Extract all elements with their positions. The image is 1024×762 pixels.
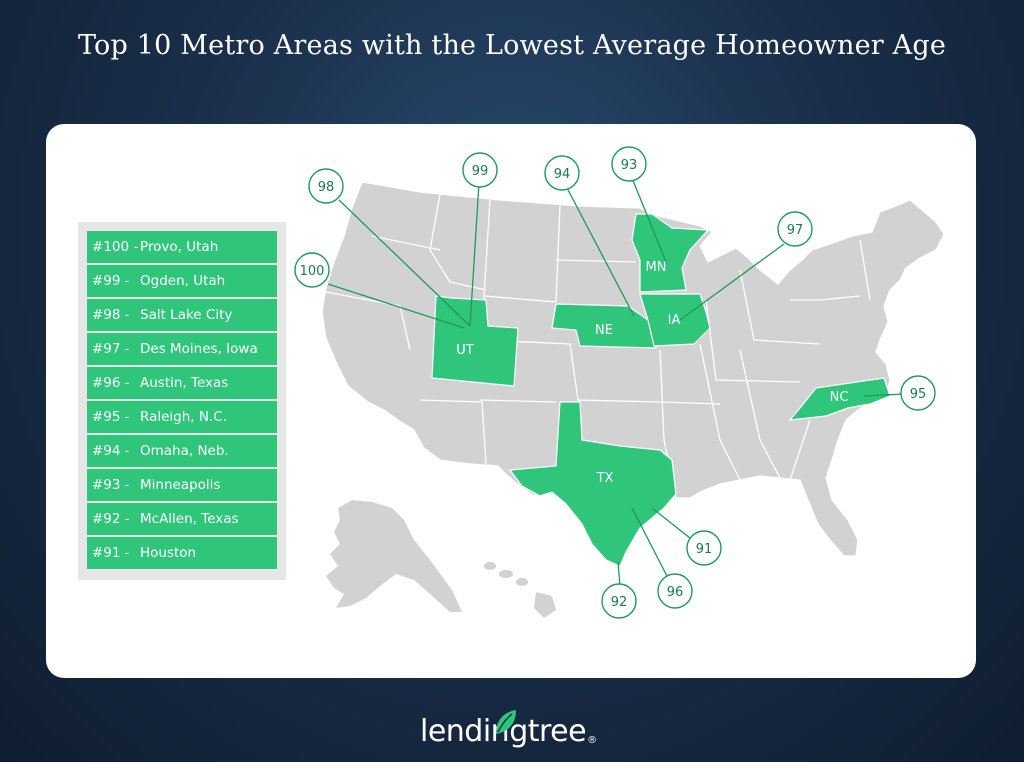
callout-93-text: 93 <box>621 158 638 173</box>
legend-rank: #93 - <box>92 477 130 493</box>
callout-98: 98 <box>308 168 344 204</box>
callout-100-text: 100 <box>300 264 325 279</box>
callout-96: 96 <box>657 573 693 609</box>
legend-rank: #94 - <box>92 443 130 459</box>
legend-rank: #95 - <box>92 409 130 425</box>
callout-99-text: 99 <box>472 164 489 179</box>
legend-rank: #98 - <box>92 307 130 323</box>
callout-95: 95 <box>900 375 936 411</box>
legend-city: Provo, Utah <box>140 239 219 255</box>
legend-rank: #92 - <box>92 511 130 527</box>
label-ia: IA <box>668 313 681 328</box>
state-tx <box>508 401 677 567</box>
legend-city: Salt Lake City <box>140 307 233 323</box>
state-ia <box>639 293 711 347</box>
legend-rank: #91 - <box>92 545 130 561</box>
legend-row: #92 - McAllen, Texas <box>87 503 277 535</box>
label-ut: UT <box>456 343 474 358</box>
callout-94-text: 94 <box>554 167 571 182</box>
legend-row: #100 - Provo, Utah <box>87 231 277 263</box>
page-title: Top 10 Metro Areas with the Lowest Avera… <box>77 30 947 61</box>
label-ne: NE <box>595 323 613 338</box>
legend-city: Raleigh, N.C. <box>140 409 227 425</box>
callout-97-text: 97 <box>787 223 804 238</box>
leaf-icon <box>496 710 516 734</box>
callout-91-text: 91 <box>696 542 713 557</box>
label-nc: NC <box>830 390 849 405</box>
legend-row: #91 - Houston <box>87 537 277 569</box>
state-nc <box>788 377 891 421</box>
callout-97: 97 <box>777 211 813 247</box>
leader-lines <box>327 177 905 587</box>
legend-rank: #99 - <box>92 273 130 289</box>
legend-row: #95 - Raleigh, N.C. <box>87 401 277 433</box>
legend-city: Houston <box>140 545 197 561</box>
legend-row: #96 - Austin, Texas <box>87 367 277 399</box>
state-mn <box>631 213 710 293</box>
legend-city: McAllen, Texas <box>140 511 239 527</box>
callout-93: 93 <box>611 146 647 182</box>
callout-98-text: 98 <box>318 180 335 195</box>
callout-91: 91 <box>686 530 722 566</box>
legend-rank: #97 - <box>92 341 130 357</box>
callout-100: 100 <box>294 252 330 288</box>
alaska <box>326 500 462 612</box>
legend-city: Des Moines, Iowa <box>140 341 258 357</box>
callout-95-text: 95 <box>910 387 927 402</box>
legend-row: #97 - Des Moines, Iowa <box>87 333 277 365</box>
us-mainland <box>321 181 945 567</box>
ranking-legend: #100 - Provo, Utah #99 - Ogden, Utah #98 -… <box>78 222 286 580</box>
registered-mark: ® <box>587 735 598 746</box>
legend-row: #93 - Minneapolis <box>87 469 277 501</box>
state-ne <box>551 303 657 349</box>
callout-99: 99 <box>462 152 498 188</box>
label-tx: TX <box>596 471 614 486</box>
hawaii <box>484 562 556 618</box>
legend-city: Omaha, Neb. <box>140 443 229 459</box>
legend-city: Austin, Texas <box>140 375 229 391</box>
callout-94: 94 <box>544 155 580 191</box>
legend-city: Ogden, Utah <box>140 273 226 289</box>
callout-96-text: 96 <box>667 585 684 600</box>
legend-rank: #96 - <box>92 375 130 391</box>
legend-row: #98 - Salt Lake City <box>87 299 277 331</box>
callout-92-text: 92 <box>611 595 628 610</box>
label-mn: MN <box>646 260 667 275</box>
legend-city: Minneapolis <box>140 477 221 493</box>
legend-rank: #100 - <box>92 239 139 255</box>
state-ut <box>431 295 519 387</box>
callout-92: 92 <box>601 583 637 619</box>
legend-row: #99 - Ogden, Utah <box>87 265 277 297</box>
lendingtree-logo: lendingtree ® <box>420 710 598 752</box>
legend-row: #94 - Omaha, Neb. <box>87 435 277 467</box>
